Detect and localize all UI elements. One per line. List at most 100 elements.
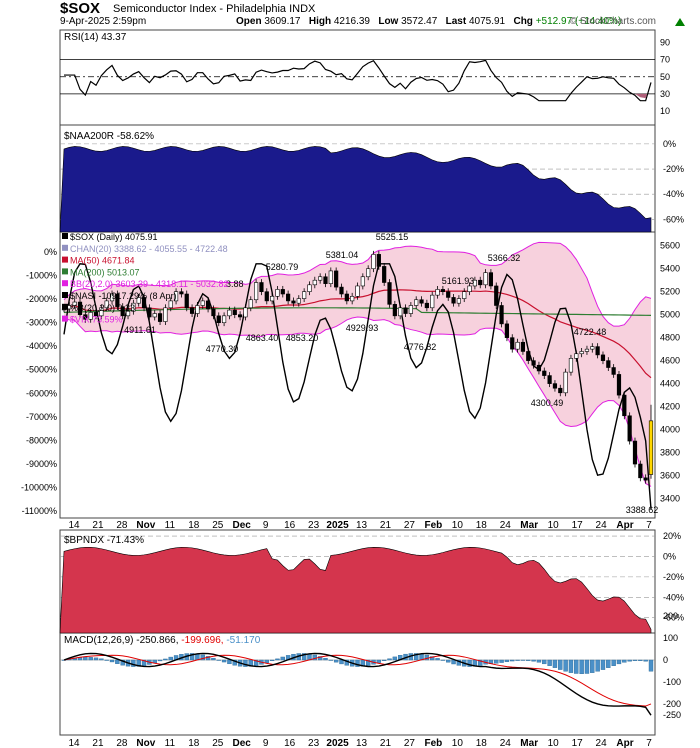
price-annotation-12: 4722.48 — [574, 327, 607, 337]
chart-header: $SOX Semiconductor Index - Philadelphia … — [0, 0, 700, 30]
x-axis-label-a-9: 16 — [284, 520, 296, 531]
macd-hist-bar-62 — [392, 656, 398, 661]
macd-hist-bar-94 — [563, 659, 568, 672]
x-axis-label-b-7: Dec — [233, 738, 252, 748]
price-tick-5200: 5200 — [660, 287, 680, 297]
macd-hist-bar-70 — [435, 658, 440, 661]
rsi-oversold-fill — [634, 93, 647, 99]
x-axis-label-b-11: 2025 — [326, 738, 349, 748]
candle-body-95 — [568, 358, 574, 373]
nasi-tick-0: 0% — [44, 247, 57, 257]
macd-hist-bar-107 — [632, 659, 638, 661]
main-legend-swatch-0 — [62, 233, 68, 239]
naa200r-tick--40%: -40% — [663, 189, 684, 199]
macd-legend: MACD(12,26,9) -250.866, -199.696, -51.17… — [64, 635, 261, 646]
x-axis-label-b-22: 24 — [596, 738, 608, 748]
candle-body-23 — [184, 293, 189, 309]
candle-body-19 — [163, 307, 168, 322]
x-axis-label-a-16: 10 — [452, 520, 464, 531]
candle-body-85 — [515, 341, 520, 350]
x-axis-label-b-16: 10 — [452, 738, 464, 748]
bpndx-tick--40%: -40% — [663, 592, 684, 602]
candle-body-11 — [120, 306, 125, 317]
candle-body-110 — [648, 420, 654, 475]
candle-body-46 — [307, 284, 312, 293]
candle-body-34 — [243, 307, 248, 318]
macd-hist-bar-86 — [520, 659, 526, 661]
macd-hist-bar-109 — [643, 659, 648, 662]
macd-hist-bar-105 — [622, 659, 627, 663]
macd-hist-bar-50 — [328, 659, 334, 661]
candle-body-28 — [211, 308, 216, 317]
x-axis-label-b-19: Mar — [520, 738, 538, 748]
macd-hist-bar-92 — [552, 659, 558, 668]
candle-body-16 — [147, 307, 152, 318]
x-axis-label-b-18: 24 — [500, 738, 512, 748]
macd-hist-bar-89 — [536, 659, 542, 663]
naa200r-tick-0%: 0% — [663, 139, 676, 149]
candle-body-86 — [520, 341, 526, 352]
macd-hist-bar-98 — [584, 659, 590, 674]
macd-hist-bar-32 — [232, 659, 237, 666]
price-annotation-8: 4776.82 — [404, 342, 437, 352]
price-annotation-2: 4863.40 — [246, 333, 279, 343]
nasi-tick-11: -11000% — [22, 506, 57, 516]
candle-body-91 — [547, 375, 552, 384]
x-axis-label-a-13: 21 — [380, 520, 392, 531]
bb-upper-line — [63, 241, 652, 327]
candle-body-30 — [221, 315, 227, 324]
candle-body-31 — [227, 309, 232, 317]
candle-body-100 — [595, 346, 600, 356]
candle-body-72 — [446, 291, 451, 298]
candle-body-17 — [152, 313, 157, 318]
x-axis-label-a-22: 24 — [596, 520, 608, 531]
main-legend-3: MA(200) 5013.07 — [70, 267, 140, 277]
candle-body-48 — [318, 276, 323, 281]
macd-legend-hist: -51.170 — [226, 635, 260, 646]
candle-body-40 — [275, 289, 280, 297]
candle-body-47 — [312, 279, 317, 286]
main-legend-swatch-6 — [62, 303, 68, 310]
price-annotation-11: 4300.49 — [531, 398, 564, 408]
x-axis-label-b-13: 21 — [380, 738, 392, 748]
macd-hist-bar-19 — [163, 658, 168, 661]
x-axis-label-b-10: 23 — [308, 738, 320, 748]
main-legend-6: %B(20,2.0) 0.33 — [70, 303, 135, 313]
candle-body-3 — [77, 301, 83, 315]
candle-body-75 — [462, 291, 467, 299]
macd-hist-bar-60 — [381, 659, 387, 661]
macd-hist-bar-95 — [568, 659, 574, 673]
main-legend-5: $NASI -10917.29% (8 Apr) — [70, 291, 177, 301]
nasi-tick-2: -2000% — [26, 294, 57, 304]
macd-tick--250: -250 — [663, 710, 681, 720]
candle-body-89 — [536, 364, 542, 372]
macd-hist-bar-55 — [355, 659, 360, 667]
x-axis-label-b-8: 9 — [263, 738, 269, 748]
macd-legend-signal: -199.696, — [181, 635, 226, 646]
price-tick-4200: 4200 — [660, 402, 680, 412]
nasi-tick-1: -1000% — [26, 271, 57, 281]
candle-body-18 — [157, 313, 163, 322]
price-tick-3600: 3600 — [660, 471, 680, 481]
macd-hist-bar-4 — [83, 657, 88, 661]
macd-tick--200: -200 — [663, 699, 681, 709]
macd-tick-0: 0 — [663, 655, 668, 665]
price-tick-5600: 5600 — [660, 241, 680, 251]
candle-body-74 — [456, 298, 461, 304]
macd-hist-bar-45 — [301, 653, 307, 661]
candle-body-35 — [248, 299, 253, 309]
candle-body-103 — [611, 367, 616, 375]
x-axis-label-a-3: Nov — [136, 520, 155, 531]
watermark: © StockCharts.com — [569, 16, 656, 27]
candle-body-93 — [558, 387, 563, 394]
candle-body-101 — [600, 354, 606, 361]
candle-body-84 — [510, 337, 515, 350]
x-axis-label-b-24: 7 — [646, 738, 652, 748]
macd-hist-bar-52 — [339, 659, 344, 665]
x-axis-label-b-3: Nov — [136, 738, 155, 748]
candle-body-59 — [376, 254, 381, 267]
macd-hist-bar-18 — [157, 659, 163, 662]
candle-body-79 — [483, 272, 488, 286]
candle-body-6 — [93, 312, 99, 317]
x-axis-label-a-6: 25 — [212, 520, 224, 531]
